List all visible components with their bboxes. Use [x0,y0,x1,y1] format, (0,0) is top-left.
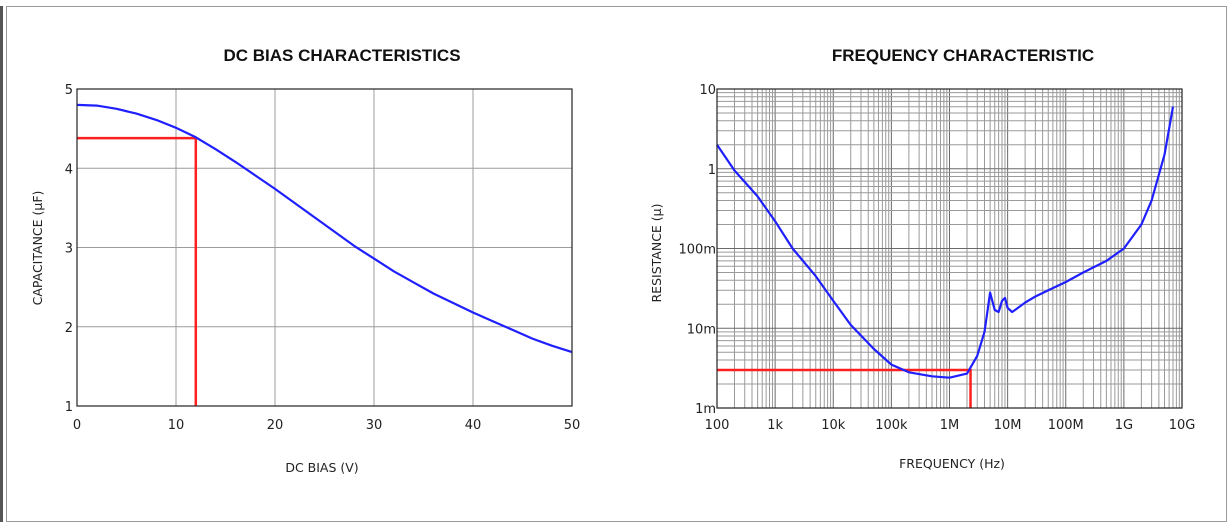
frequency-x-tick-label: 10k [821,418,846,433]
dc-bias-x-axis-label: DC BIAS (V) [285,460,358,475]
dc-bias-y-tick-label: 4 [65,162,73,177]
dc-bias-curve [76,103,573,354]
frequency-x-tick-label: 100M [1048,418,1084,433]
dc-bias-guides [77,136,198,406]
dc-bias-x-tick-label: 30 [366,418,383,433]
dc-bias-x-tick-label: 10 [168,418,185,433]
dc-bias-grid [76,88,573,407]
figure-frame [6,6,1227,522]
dc-bias-series [76,103,573,354]
dc-bias-x-tick-label: 50 [564,418,581,433]
dc-bias-chart-title: DC BIAS CHARACTERISTICS [223,46,460,65]
dc-bias-y-tick-label: 5 [65,83,73,98]
frequency-x-tick-label: 1M [940,418,960,433]
frequency-y-tick-label: 10m [687,322,716,337]
frequency-chart: FREQUENCY CHARACTERISTIC 100 1k 10k 100k 1M 1… [649,46,1195,471]
frequency-curve [716,106,1175,379]
frequency-y-ticks: 1m 10m 100m 1 10 [679,83,716,417]
dc-bias-y-tick-label: 3 [65,242,73,257]
frequency-y-tick-label: 100m [679,243,716,258]
frequency-chart-title: FREQUENCY CHARACTERISTIC [832,46,1094,65]
frequency-x-tick-label: 10M [994,418,1022,433]
frequency-guides [717,368,972,408]
dc-bias-y-tick-label: 2 [65,321,73,336]
frequency-y-tick-label: 10 [699,83,716,98]
dc-bias-chart: DC BIAS CHARACTERISTICS 0 10 20 30 40 50 1 2 3 4… [30,46,580,475]
frequency-series [716,106,1175,379]
dc-bias-plot-frame [76,88,573,407]
dc-bias-operating-point-guide [77,136,198,406]
frequency-y-tick-label: 1 [708,163,716,178]
frequency-x-axis-label: FREQUENCY (Hz) [899,456,1005,471]
frequency-x-tick-label: 1G [1115,418,1133,433]
frequency-y-tick-label: 1m [695,402,716,417]
frequency-grid [716,89,1182,409]
dc-bias-x-ticks: 0 10 20 30 40 50 [73,418,580,433]
frequency-x-tick-label: 1k [767,418,783,433]
dc-bias-x-tick-label: 0 [73,418,81,433]
window-left-edge [0,6,3,522]
frequency-x-tick-label: 10G [1169,418,1196,433]
frequency-plot-frame [716,88,1183,409]
frequency-x-ticks: 100 1k 10k 100k 1M 10M 100M 1G 10G [705,418,1196,433]
frequency-y-axis-label: RESISTANCE (µ) [649,203,664,302]
dc-bias-y-tick-label: 1 [65,400,73,415]
frequency-operating-point-guide [717,368,972,408]
frequency-x-tick-label: 100k [875,418,908,433]
dc-bias-y-axis-label: CAPACITANCE (µF) [30,191,45,306]
dc-bias-x-tick-label: 40 [465,418,482,433]
dc-bias-y-ticks: 1 2 3 4 5 [65,83,73,415]
dc-bias-x-tick-label: 20 [267,418,284,433]
frequency-x-tick-label: 100 [705,418,730,433]
